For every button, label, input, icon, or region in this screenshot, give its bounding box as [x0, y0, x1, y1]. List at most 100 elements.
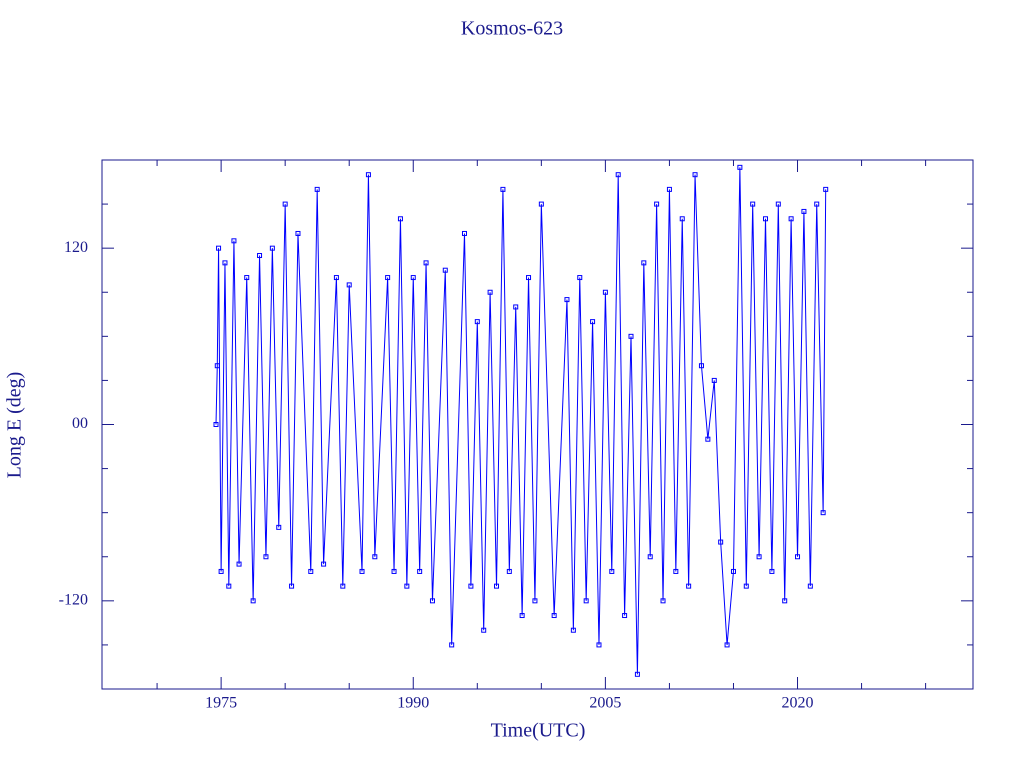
- data-point: [801, 208, 807, 214]
- data-point: [410, 275, 416, 281]
- data-point: [564, 297, 570, 303]
- data-point: [404, 583, 410, 589]
- x-tick-label: 2020: [782, 695, 814, 712]
- data-point: [820, 510, 826, 516]
- data-point: [308, 568, 314, 574]
- data-point: [222, 260, 228, 266]
- data-point: [762, 216, 768, 222]
- y-tick-label: -120: [59, 592, 88, 609]
- data-point: [500, 186, 506, 192]
- data-point: [359, 568, 365, 574]
- data-point: [730, 568, 736, 574]
- data-point: [442, 267, 448, 273]
- data-point: [577, 275, 583, 281]
- data-point: [385, 275, 391, 281]
- data-point: [750, 201, 756, 207]
- y-axis-label: Long E (deg): [4, 372, 26, 479]
- data-point: [250, 598, 256, 604]
- data-point: [570, 627, 576, 633]
- data-point: [506, 568, 512, 574]
- data-point: [295, 230, 301, 236]
- data-point: [795, 554, 801, 560]
- data-point: [519, 613, 525, 619]
- data-point: [474, 319, 480, 325]
- data-point: [423, 260, 429, 266]
- data-point: [647, 554, 653, 560]
- data-point: [449, 642, 455, 648]
- data-point: [513, 304, 519, 310]
- x-tick-label: 2005: [589, 695, 621, 712]
- data-point: [365, 172, 371, 178]
- data-point: [494, 583, 500, 589]
- data-point: [333, 275, 339, 281]
- data-point: [705, 436, 711, 442]
- data-point: [397, 216, 403, 222]
- data-point: [628, 333, 634, 339]
- data-point: [487, 289, 493, 295]
- data-point: [737, 164, 743, 170]
- data-point: [231, 238, 237, 244]
- data-point: [340, 583, 346, 589]
- data-point: [654, 201, 660, 207]
- data-point: [314, 186, 320, 192]
- x-tick-label: 1990: [397, 695, 429, 712]
- data-point: [218, 568, 224, 574]
- data-point: [276, 524, 282, 530]
- data-point: [615, 172, 621, 178]
- data-point: [468, 583, 474, 589]
- data-point: [538, 201, 544, 207]
- data-point: [257, 253, 263, 259]
- data-point: [711, 377, 717, 383]
- data-point: [269, 245, 275, 251]
- data-line: [215, 167, 827, 675]
- data-point: [743, 583, 749, 589]
- data-point: [609, 568, 615, 574]
- data-point: [823, 186, 829, 192]
- data-point: [372, 554, 378, 560]
- data-point: [282, 201, 288, 207]
- data-point: [236, 561, 242, 567]
- data-point: [641, 260, 647, 266]
- data-point: [788, 216, 794, 222]
- x-axis-label: Time(UTC): [491, 720, 586, 742]
- data-point: [551, 613, 557, 619]
- data-point: [429, 598, 435, 604]
- y-tick-label: 120: [64, 239, 88, 256]
- data-point: [214, 363, 220, 369]
- data-point: [417, 568, 423, 574]
- data-point: [769, 568, 775, 574]
- data-point: [289, 583, 295, 589]
- data-point: [686, 583, 692, 589]
- data-point: [666, 186, 672, 192]
- data-point: [807, 583, 813, 589]
- y-tick-label: 00: [72, 415, 88, 432]
- chart-title: Kosmos-623: [461, 18, 563, 40]
- data-point: [775, 201, 781, 207]
- data-point: [698, 363, 704, 369]
- data-point: [590, 319, 596, 325]
- data-point: [602, 289, 608, 295]
- data-point: [583, 598, 589, 604]
- data-point: [673, 568, 679, 574]
- data-point: [679, 216, 685, 222]
- data-point: [718, 539, 724, 545]
- data-point: [244, 275, 250, 281]
- data-point: [814, 201, 820, 207]
- data-point: [756, 554, 762, 560]
- x-tick-label: 1975: [205, 695, 237, 712]
- data-point: [526, 275, 532, 281]
- data-point: [634, 671, 640, 677]
- data-point: [226, 583, 232, 589]
- data-point: [782, 598, 788, 604]
- data-point: [532, 598, 538, 604]
- data-point: [213, 422, 219, 427]
- data-point: [461, 230, 467, 236]
- data-point: [660, 598, 666, 604]
- data-point: [391, 568, 397, 574]
- data-point: [263, 554, 269, 560]
- data-point: [216, 245, 222, 251]
- data-point: [724, 642, 730, 648]
- data-point: [692, 172, 698, 178]
- data-point: [346, 282, 352, 288]
